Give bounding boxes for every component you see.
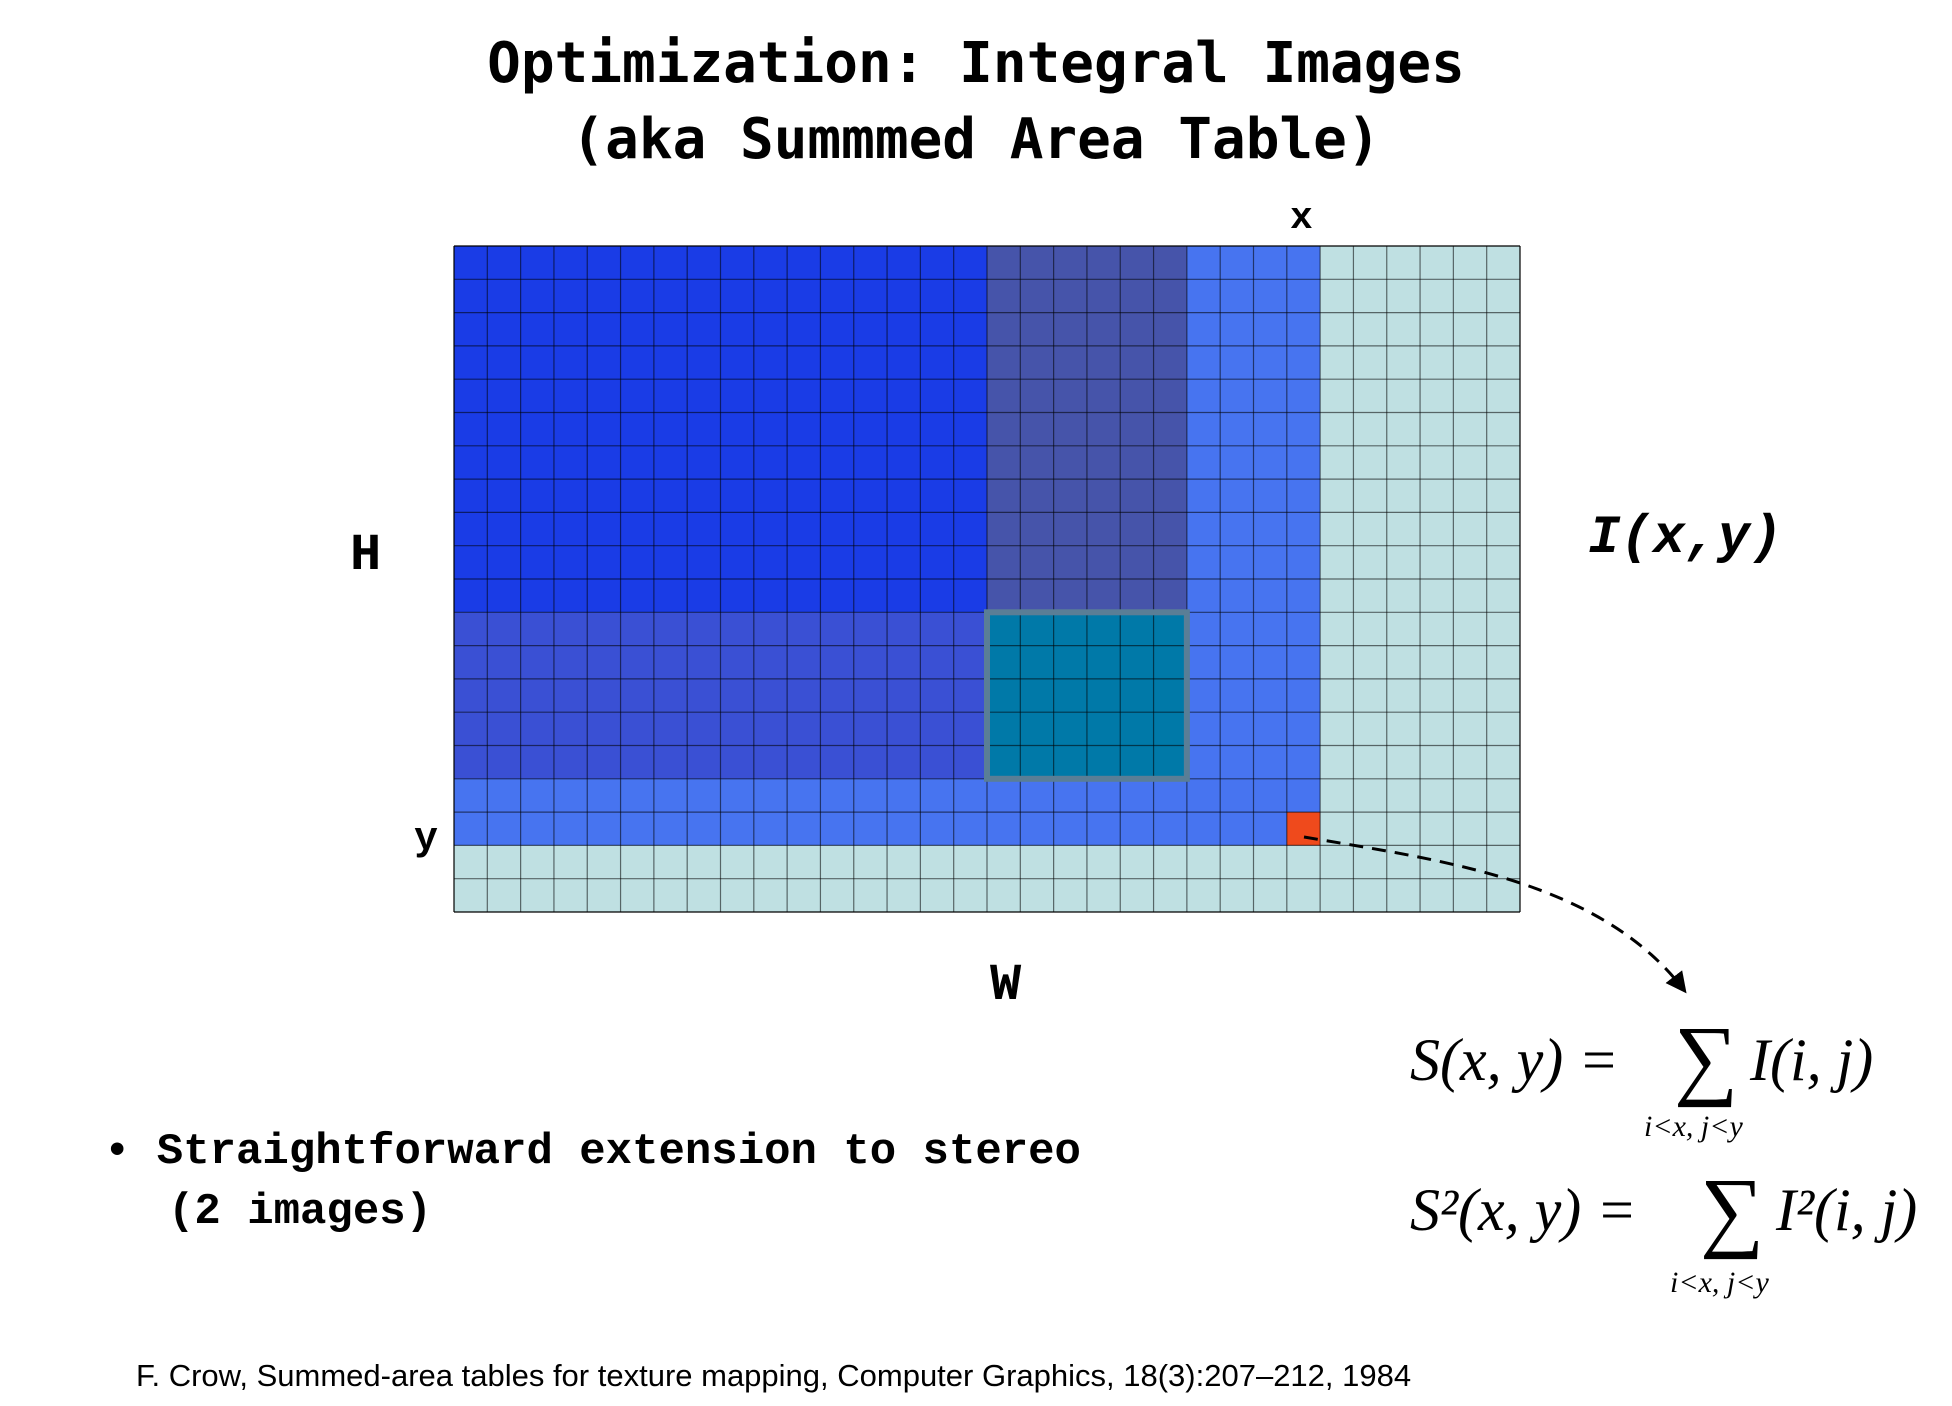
image-function-label: I(x,y) bbox=[1588, 508, 1783, 569]
formula-s2-subscript: i<x, j<y bbox=[1670, 1266, 1769, 1299]
height-label: H bbox=[350, 526, 382, 585]
current-pixel bbox=[1286, 812, 1321, 846]
dashed-arrow bbox=[1303, 835, 1687, 994]
formula-s2-rhs: I²(i, j) bbox=[1776, 1177, 1918, 1243]
formula-s2-sum-symbol: ∑ bbox=[1700, 1161, 1765, 1260]
bullet-text-line-2: (2 images) bbox=[168, 1187, 433, 1237]
formula-s-rhs: I(i, j) bbox=[1750, 1027, 1874, 1093]
bullet-text-line-1: • Straightforward extension to stereo bbox=[104, 1127, 1081, 1177]
formula-s-lhs: S(x, y) = bbox=[1410, 1027, 1619, 1093]
formula-s2-lhs: S²(x, y) = bbox=[1410, 1177, 1637, 1243]
formula-s-sum-symbol: ∑ bbox=[1674, 1009, 1739, 1108]
width-label: W bbox=[990, 956, 1022, 1015]
citation: F. Crow, Summed-area tables for texture … bbox=[136, 1358, 1412, 1393]
formula-s-subscript: i<x, j<y bbox=[1644, 1110, 1743, 1143]
title-line-2: (aka Summmed Area Table) bbox=[571, 107, 1381, 172]
title-line-1: Optimization: Integral Images bbox=[487, 31, 1465, 96]
y-label: y bbox=[414, 817, 439, 862]
x-label: x bbox=[1290, 197, 1313, 240]
query-rectangle bbox=[984, 609, 1190, 782]
